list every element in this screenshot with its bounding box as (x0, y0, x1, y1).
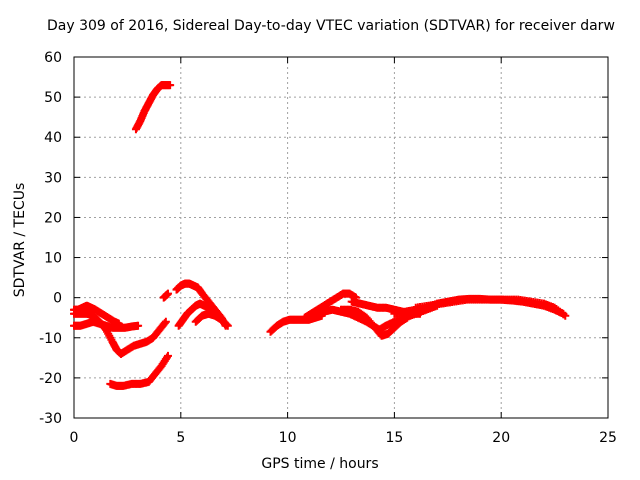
x-tick-label: 10 (279, 430, 297, 446)
series-arc-2 (70, 301, 123, 328)
x-tick-label: 25 (599, 430, 617, 446)
y-tick-label: 0 (53, 291, 62, 307)
data-point (134, 321, 143, 330)
series-arc-14 (337, 305, 412, 340)
series-arc-4 (116, 317, 170, 358)
tick-layer: 0 5 10 15 20 25 -30 -20 -10 0 10 20 30 40 50 60 (39, 50, 617, 446)
y-tick-label: 50 (44, 90, 62, 106)
data-point (222, 320, 231, 329)
data-point (561, 311, 570, 320)
x-tick-label: 20 (492, 430, 510, 446)
x-tick-label: 15 (385, 430, 403, 446)
y-tick-label: 60 (44, 50, 62, 66)
x-tick-label: 5 (176, 430, 185, 446)
series-arc-3 (70, 309, 125, 358)
series-arc-17 (411, 295, 570, 320)
y-tick-label: 10 (44, 251, 62, 267)
plot-frame (73, 56, 609, 419)
data-point (163, 289, 172, 298)
series-arc-10 (191, 309, 232, 330)
y-tick-label: -10 (39, 331, 62, 347)
data-point (223, 321, 232, 330)
data-point (160, 319, 169, 328)
series-arc-6 (131, 81, 175, 134)
grid-layer (74, 57, 608, 418)
y-tick-label: 20 (44, 210, 62, 226)
y-tick-label: 30 (44, 170, 62, 186)
y-tick-label: 40 (44, 130, 62, 146)
x-tick-label: 0 (70, 430, 79, 446)
data-point (114, 319, 123, 328)
data-point (161, 317, 170, 326)
data-point (166, 81, 175, 90)
chart-title: Day 309 of 2016, Sidereal Day-to-day VTE… (47, 18, 615, 34)
data-point (163, 351, 172, 360)
y-tick-label: -20 (39, 371, 62, 387)
x-axis-label: GPS time / hours (261, 456, 379, 472)
series-layer (70, 81, 570, 390)
series-arc-7 (159, 289, 172, 302)
y-tick-label: -30 (39, 411, 62, 427)
series-arc-5 (106, 351, 172, 390)
y-axis-label: SDTVAR / TECUs (12, 182, 28, 298)
